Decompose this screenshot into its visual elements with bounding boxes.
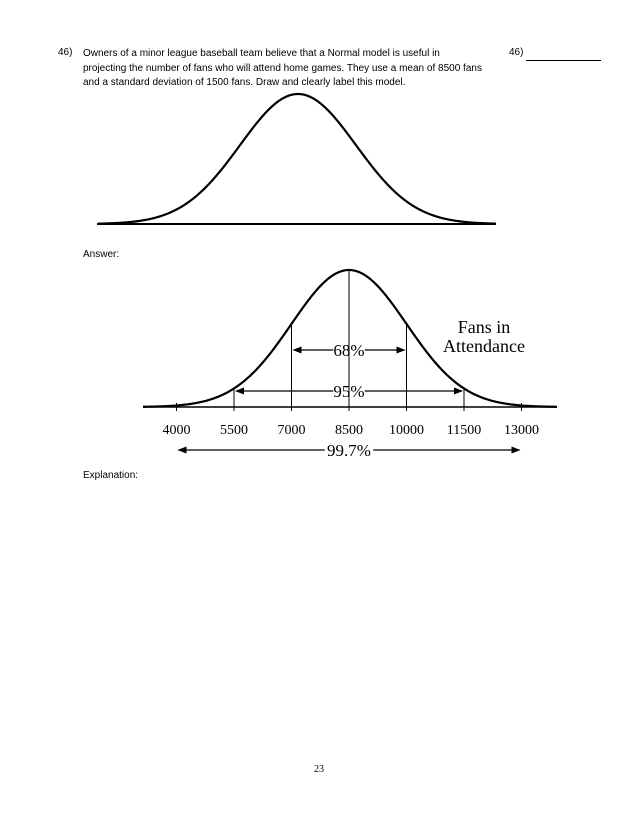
x-tick-label: 13000 (504, 423, 539, 438)
question-line: projecting the number of fans who will a… (83, 62, 482, 74)
question-line: and a standard deviation of 1500 fans. D… (83, 77, 406, 89)
answer-label: Answer: (83, 249, 120, 260)
arrowhead-right (454, 387, 463, 395)
x-tick-label: 11500 (447, 423, 481, 438)
interval-label: 68% (333, 341, 364, 360)
explanation-label: Explanation: (83, 470, 139, 481)
bell-curve (142, 268, 558, 408)
title-line-2: Attendance (443, 336, 525, 356)
arrowhead-left (292, 346, 302, 354)
x-tick-label: 7000 (278, 423, 306, 438)
question-number: 46) (58, 47, 73, 58)
arrowhead-left (177, 446, 187, 454)
question-text: Owners of a minor league baseball team b… (83, 47, 493, 91)
x-tick-label: 5500 (220, 423, 248, 438)
arrowhead-left (235, 387, 244, 395)
page-number: 23 (314, 764, 324, 775)
answer-number: 46) (509, 47, 524, 58)
title-line-1: Fans in (458, 317, 511, 337)
bell-curve (97, 92, 497, 225)
question-line: Owners of a minor league baseball team b… (83, 48, 440, 59)
arrowhead-right (511, 446, 521, 454)
answer-blank-line[interactable] (526, 60, 601, 61)
blank-normal-curve (97, 92, 497, 225)
interval-label: 95% (333, 382, 364, 401)
x-tick-label: 8500 (335, 423, 363, 438)
labeled-normal-curve: Fans in Attendance 4000 5500 7000 8500 10000… (142, 268, 558, 460)
x-tick-label: 10000 (389, 423, 424, 438)
x-tick-label: 4000 (163, 423, 191, 438)
interval-label: 99.7% (327, 441, 371, 460)
arrowhead-right (396, 346, 406, 354)
